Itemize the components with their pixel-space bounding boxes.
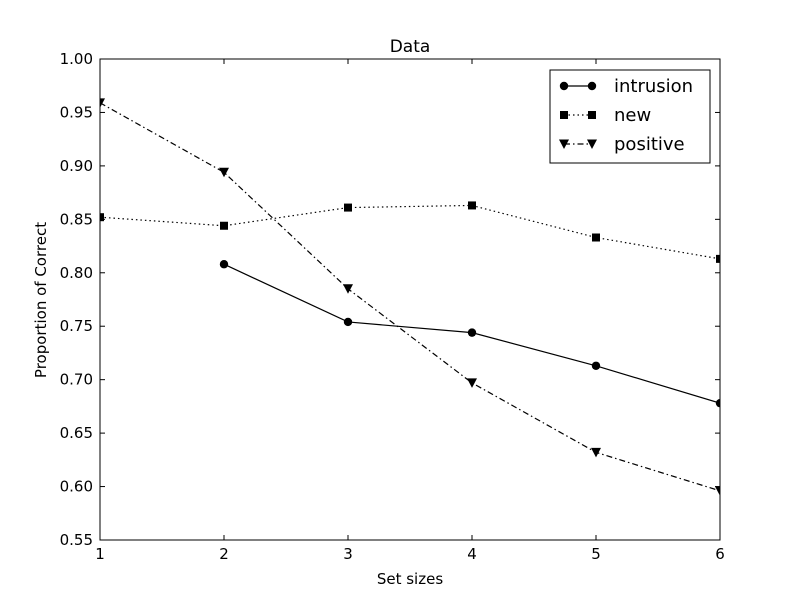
data-point-intrusion <box>591 361 601 370</box>
x-tick-label: 6 <box>715 545 725 563</box>
y-tick-label: 1.00 <box>60 50 93 68</box>
series-new <box>100 201 720 263</box>
data-point-intrusion <box>343 317 353 327</box>
plot-layer: 1 2 3 4 5 6 0.55 0.60 0.65 0.70 0.75 0.80 0.85 0.90 0.… <box>60 50 725 563</box>
legend-marker-new <box>560 111 568 119</box>
data-point-new <box>468 201 476 210</box>
data-point-positive <box>100 98 105 108</box>
series-line-new <box>100 204 720 260</box>
legend-marker-new <box>588 111 596 119</box>
legend: intrusion new positive <box>549 69 711 164</box>
data-point-new <box>344 203 352 212</box>
series-group <box>100 98 720 496</box>
chart-title: Data <box>390 37 431 57</box>
data-point-positive <box>343 284 353 294</box>
series-line-positive <box>100 102 720 492</box>
data-point-intrusion <box>219 260 229 269</box>
x-tick-label: 5 <box>591 545 601 563</box>
data-point-new <box>220 221 228 230</box>
x-tick-label: 4 <box>467 545 477 563</box>
data-point-new <box>716 254 720 263</box>
data-point-positive <box>591 447 601 458</box>
data-point-positive <box>219 167 229 178</box>
y-tick-label: 0.70 <box>60 371 93 389</box>
y-tick-label: 0.60 <box>60 478 93 496</box>
data-point-positive <box>467 378 477 388</box>
legend-item-positive: positive <box>559 134 685 155</box>
legend-label-intrusion: intrusion <box>614 76 693 97</box>
x-axis-label: Set sizes <box>377 570 443 588</box>
data-point-positive <box>715 486 720 496</box>
y-tick-label: 0.80 <box>60 264 93 282</box>
data-point-intrusion <box>467 328 477 337</box>
y-tick-label: 0.55 <box>60 531 93 549</box>
legend-marker-intrusion <box>587 81 597 91</box>
series-positive <box>100 98 720 496</box>
x-tick-label: 3 <box>343 545 353 563</box>
y-axis-label: Proportion of Correct <box>32 222 50 378</box>
series-intrusion <box>219 260 720 408</box>
y-tick-label: 0.65 <box>60 424 93 442</box>
plot-frame <box>99 58 721 541</box>
legend-item-new: new <box>560 105 651 126</box>
legend-marker-positive <box>587 139 597 149</box>
legend-marker-positive <box>559 139 569 149</box>
y-tick-label: 0.75 <box>60 317 93 335</box>
data-point-intrusion <box>715 398 720 408</box>
y-tick-label: 0.90 <box>60 157 93 175</box>
x-tick-label: 1 <box>95 545 105 563</box>
legend-label-positive: positive <box>614 134 685 155</box>
legend-label-new: new <box>614 105 651 126</box>
data-point-new <box>100 213 104 222</box>
legend-item-intrusion: intrusion <box>559 76 693 97</box>
y-tick-label: 0.85 <box>60 210 93 228</box>
legend-marker-intrusion <box>559 81 569 91</box>
data-point-new <box>592 233 600 242</box>
x-tick-label: 2 <box>219 545 229 563</box>
y-tick-label: 0.95 <box>60 103 93 121</box>
